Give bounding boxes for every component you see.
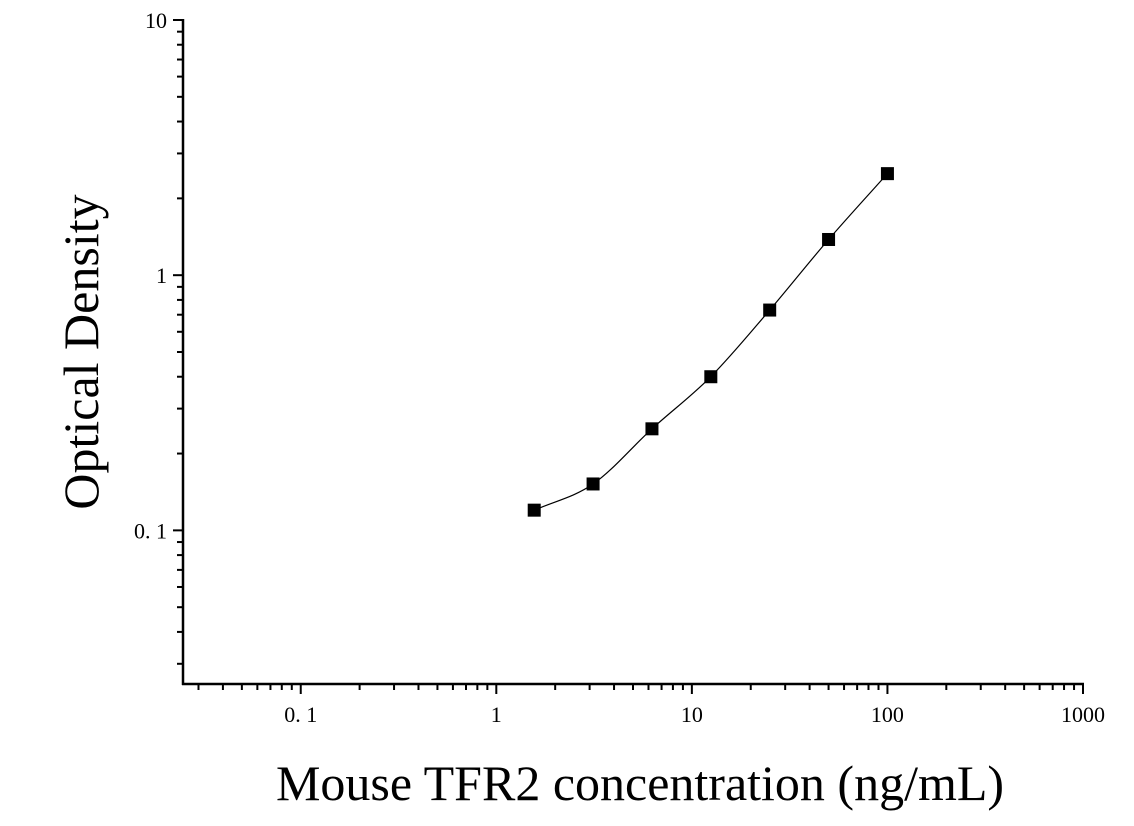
data-points <box>527 167 894 517</box>
x-axis-title: Mouse TFR2 concentration (ng/mL) <box>276 755 1004 811</box>
y-tick-label: 10 <box>145 8 167 33</box>
fit-curve <box>533 173 888 511</box>
data-point-marker <box>527 503 541 517</box>
y-tick-label: 1 <box>156 263 167 288</box>
data-point-marker <box>645 422 659 436</box>
x-tick-label: 100 <box>871 702 904 727</box>
x-tick-label: 0. 1 <box>284 702 317 727</box>
data-point-marker <box>822 232 836 246</box>
fit-curve-group <box>533 173 888 511</box>
tick-labels: 0. 1 1 10 100 1000 0. 1 1 10 <box>134 8 1105 727</box>
x-tick-label: 1 <box>491 702 502 727</box>
data-point-marker <box>704 370 718 384</box>
data-point-marker <box>586 477 600 491</box>
data-point-marker <box>763 303 777 317</box>
y-axis-title: Optical Density <box>53 194 109 509</box>
x-tick-label: 10 <box>681 702 703 727</box>
data-point-marker <box>880 167 894 181</box>
y-tick-label: 0. 1 <box>134 518 167 543</box>
x-tick-label: 1000 <box>1061 702 1105 727</box>
axes <box>173 19 1084 694</box>
